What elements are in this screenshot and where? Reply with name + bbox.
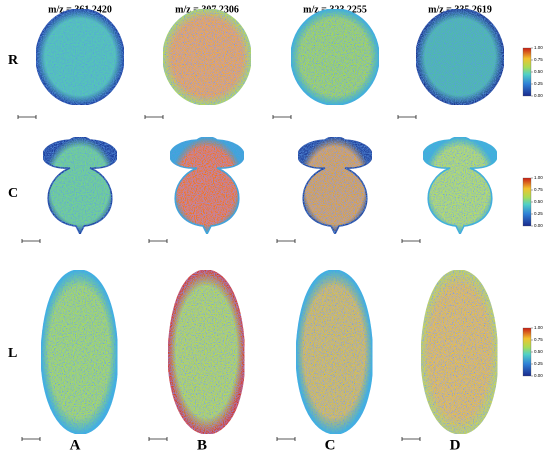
scale-bar xyxy=(148,239,168,243)
colorbar-tick-label: 0.00 xyxy=(534,373,543,378)
tissue-section xyxy=(422,136,498,236)
colorbar xyxy=(522,327,532,377)
colorbar-tick-label: 1.00 xyxy=(534,45,543,50)
scale-bar xyxy=(401,239,421,243)
scale-bar xyxy=(21,437,41,441)
tissue-image xyxy=(169,136,245,236)
row-label: L xyxy=(8,346,17,361)
scale-bar xyxy=(276,239,296,243)
tissue-image xyxy=(162,8,252,106)
tissue-section xyxy=(169,136,245,236)
colorbar-tick-label: 0.25 xyxy=(534,81,543,86)
colorbar-tick-label: 0.25 xyxy=(534,361,543,366)
colorbar-tick-label: 0.75 xyxy=(534,187,543,192)
tissue-section xyxy=(167,269,246,435)
column-letter: A xyxy=(70,437,81,453)
colorbar-tick-label: 0.25 xyxy=(534,211,543,216)
tissue-image xyxy=(40,269,119,435)
column-letter: D xyxy=(450,437,461,453)
tissue-image xyxy=(415,8,505,106)
colorbar-tick-label: 0.50 xyxy=(534,349,543,354)
tissue-image xyxy=(297,136,373,236)
row-label: R xyxy=(8,53,19,68)
tissue-section xyxy=(162,8,252,106)
tissue-image xyxy=(290,8,380,106)
scale-bar xyxy=(21,239,41,243)
tissue-image xyxy=(422,136,498,236)
scale-bar xyxy=(17,115,37,119)
scale-bar xyxy=(276,437,296,441)
colorbar-tick-label: 0.00 xyxy=(534,93,543,98)
scale-bar xyxy=(272,115,292,119)
scale-bar xyxy=(144,115,164,119)
colorbar-tick-label: 0.00 xyxy=(534,223,543,228)
column-letter: B xyxy=(197,437,207,453)
colorbar-tick-label: 0.75 xyxy=(534,337,543,342)
tissue-image xyxy=(295,269,374,435)
tissue-section xyxy=(415,8,505,106)
tissue-section xyxy=(420,269,499,435)
tissue-image xyxy=(420,269,499,435)
tissue-section xyxy=(42,136,118,236)
column-letter: C xyxy=(325,437,336,453)
tissue-section xyxy=(290,8,380,106)
tissue-section xyxy=(295,269,374,435)
scale-bar xyxy=(148,437,168,441)
tissue-section xyxy=(35,8,125,106)
colorbar xyxy=(522,177,532,227)
tissue-section xyxy=(297,136,373,236)
scale-bar xyxy=(397,115,417,119)
row-label: C xyxy=(8,186,18,201)
tissue-section xyxy=(40,269,119,435)
tissue-image xyxy=(167,269,246,435)
tissue-image xyxy=(35,8,125,106)
scale-bar xyxy=(401,437,421,441)
colorbar-tick-label: 1.00 xyxy=(534,175,543,180)
tissue-image xyxy=(42,136,118,236)
colorbar-tick-label: 0.50 xyxy=(534,199,543,204)
colorbar-tick-label: 1.00 xyxy=(534,325,543,330)
colorbar-tick-label: 0.75 xyxy=(534,57,543,62)
colorbar-tick-label: 0.50 xyxy=(534,69,543,74)
colorbar xyxy=(522,47,532,97)
